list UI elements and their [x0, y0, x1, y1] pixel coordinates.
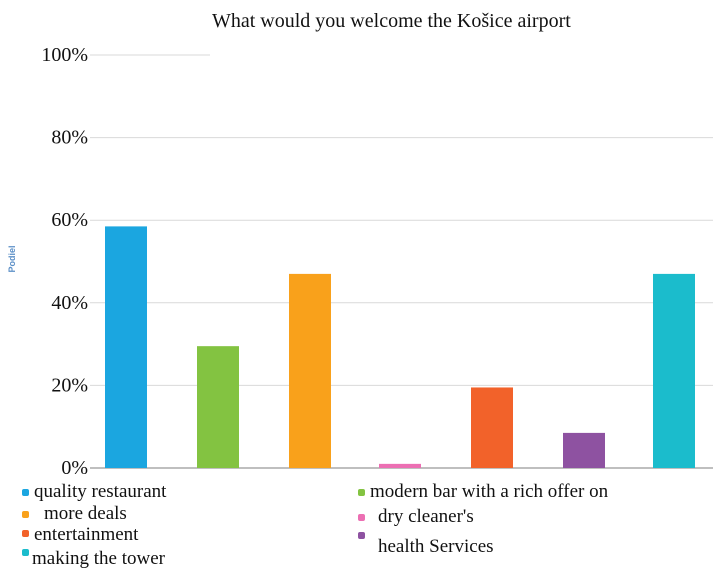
bar-modern-bar-with-a-rich-offer-on[interactable] [197, 346, 239, 468]
legend-swatch [22, 489, 29, 496]
y-tick-label: 80% [51, 127, 88, 149]
y-tick-label: 100% [41, 44, 88, 66]
chart-title: What would you welcome the Košice airpor… [212, 10, 571, 32]
bar-making-the-tower[interactable] [653, 273, 695, 468]
bar-entertainment[interactable] [471, 387, 513, 468]
legend-swatch [358, 489, 365, 496]
legend-swatch [22, 530, 29, 537]
y-tick-label: 60% [51, 209, 88, 231]
legend-label: quality restaurant [34, 481, 167, 502]
y-tick-label: 0% [61, 457, 88, 479]
legend-swatch [22, 549, 29, 556]
legend-swatch [358, 532, 365, 539]
legend-label: entertainment [34, 524, 139, 545]
bar-chart: 0% 20% 40% 60% 80% 100% [41, 44, 713, 479]
bar-more-deals[interactable] [289, 273, 331, 468]
y-tick-label: 40% [51, 292, 88, 314]
legend-swatch [22, 511, 29, 518]
legend-swatch [358, 514, 365, 521]
bar-quality-restaurant[interactable] [105, 226, 147, 468]
bar-dry-cleaner-s[interactable] [379, 463, 421, 468]
legend-label: more deals [44, 503, 127, 524]
y-tick-label: 20% [51, 374, 88, 396]
bar-health-services[interactable] [563, 432, 605, 468]
legend-label: modern bar with a rich offer on [370, 481, 609, 502]
legend-label: dry cleaner's [378, 506, 474, 527]
legend-label: health Services [378, 536, 494, 557]
legend-label: making the tower [32, 548, 165, 569]
